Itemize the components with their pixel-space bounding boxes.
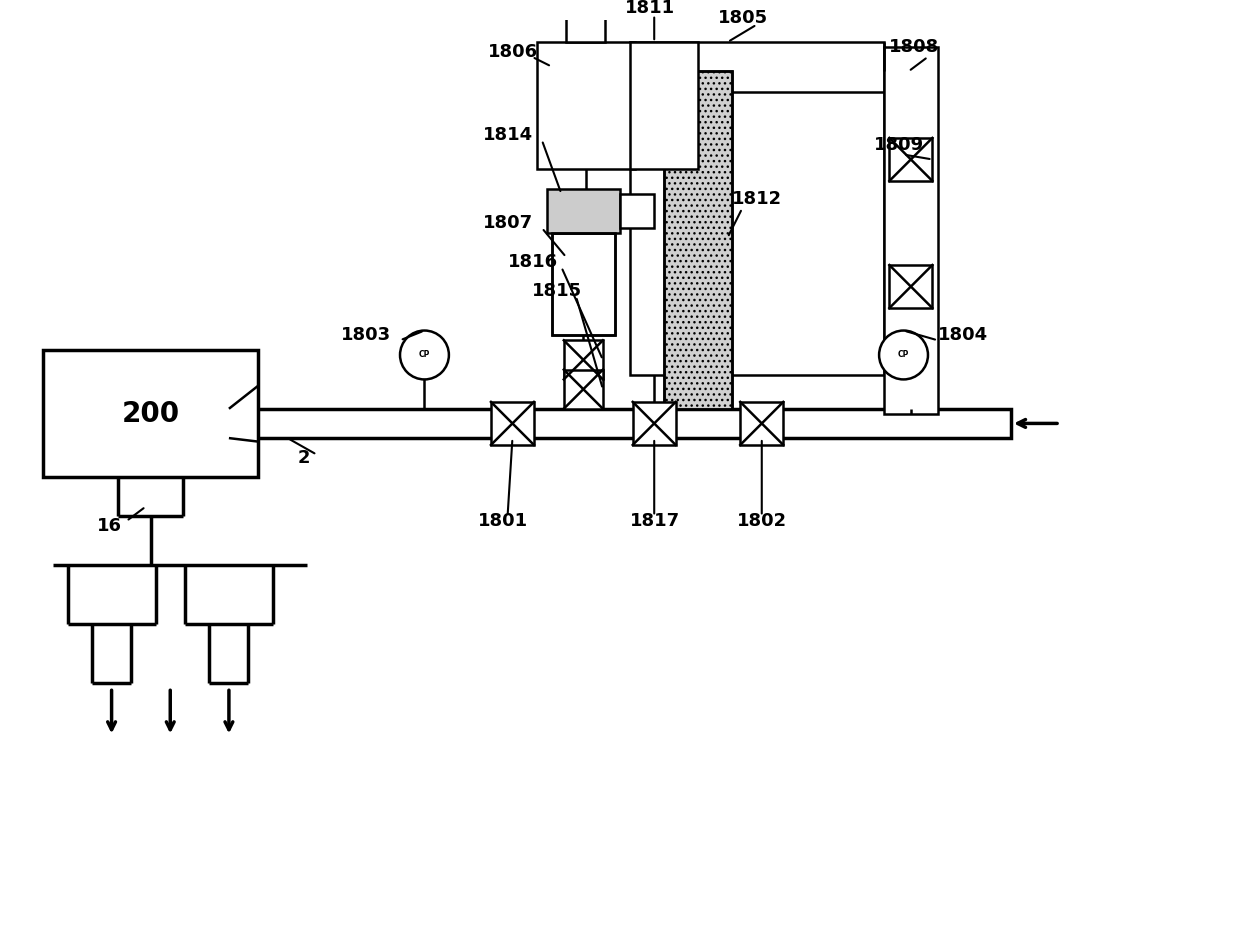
Text: 200: 200 — [122, 400, 180, 427]
Text: 1808: 1808 — [889, 38, 939, 56]
Bar — [632, 402, 676, 445]
Bar — [547, 189, 620, 233]
Bar — [537, 42, 635, 169]
Bar — [889, 138, 932, 181]
Circle shape — [879, 331, 928, 379]
Bar — [884, 47, 937, 414]
Text: CP: CP — [419, 351, 430, 359]
Bar — [557, 274, 610, 331]
Text: 1805: 1805 — [718, 8, 768, 26]
Text: 1814: 1814 — [484, 126, 533, 144]
Text: 16: 16 — [97, 517, 122, 535]
Bar — [630, 42, 884, 374]
Bar — [43, 350, 258, 477]
Text: 1804: 1804 — [937, 326, 988, 344]
Bar — [663, 72, 733, 408]
Bar — [567, 15, 605, 42]
Circle shape — [401, 331, 449, 379]
Text: 1817: 1817 — [630, 512, 680, 530]
Text: 1803: 1803 — [341, 326, 392, 344]
Bar — [620, 193, 655, 228]
Bar — [630, 42, 698, 169]
Text: 1811: 1811 — [625, 0, 675, 17]
Text: 1807: 1807 — [484, 214, 533, 232]
Text: 1815: 1815 — [532, 283, 582, 301]
Bar — [552, 233, 615, 336]
Text: 1802: 1802 — [738, 512, 787, 530]
Text: 1816: 1816 — [507, 253, 558, 271]
Bar — [552, 233, 615, 336]
Text: 1812: 1812 — [733, 190, 782, 207]
Bar — [740, 402, 784, 445]
Bar — [491, 402, 534, 445]
Text: CP: CP — [898, 351, 909, 359]
Text: 1801: 1801 — [479, 512, 528, 530]
Bar — [564, 340, 603, 379]
Bar — [663, 72, 733, 408]
Bar — [564, 370, 603, 408]
Bar — [229, 408, 1011, 438]
Bar — [889, 265, 932, 308]
Text: 1809: 1809 — [874, 136, 924, 154]
Text: 2: 2 — [298, 449, 310, 467]
Text: 1806: 1806 — [489, 42, 538, 61]
